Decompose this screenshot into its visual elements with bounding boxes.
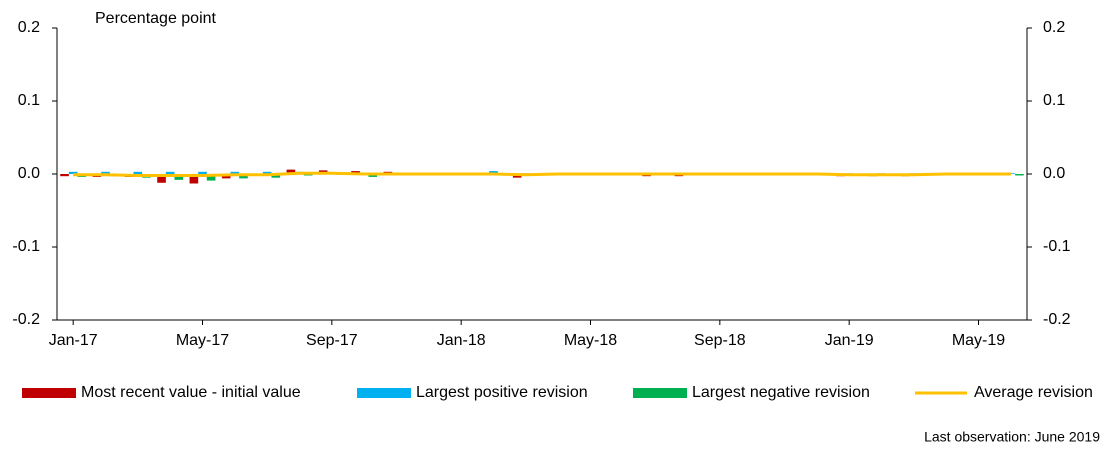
y-tick-label: 0.2	[18, 19, 40, 36]
y-axis-label: Percentage point	[95, 10, 217, 27]
bar	[189, 174, 199, 184]
y-tick-label: -0.1	[12, 238, 40, 255]
bar	[157, 174, 166, 183]
x-tick-label: Jan-17	[49, 332, 98, 349]
bar	[206, 174, 216, 181]
legend-label: Largest negative revision	[692, 384, 870, 401]
legend-label: Average revision	[974, 384, 1093, 401]
legend-swatch	[22, 388, 76, 398]
bar	[165, 171, 175, 174]
y-tick-label: 0.1	[18, 92, 40, 109]
x-tick-label: Jan-18	[437, 332, 486, 349]
legend-label: Most recent value - initial value	[81, 384, 301, 401]
x-tick-label: Sep-18	[694, 332, 746, 349]
x-tick-label: Sep-17	[306, 332, 358, 349]
bar	[262, 171, 272, 174]
x-tick-label: May-18	[564, 332, 617, 349]
note: Last observation: June 2019	[924, 429, 1100, 445]
bar	[133, 171, 143, 174]
bar	[60, 174, 69, 177]
legend-label: Largest positive revision	[416, 384, 588, 401]
y-tick-label: 0.0	[18, 165, 40, 182]
y2-tick-label: 0.0	[1043, 165, 1065, 182]
bar	[230, 171, 240, 174]
y2-tick-label: 0.2	[1043, 19, 1065, 36]
bar	[101, 171, 110, 174]
y2-tick-label: -0.1	[1043, 238, 1071, 255]
x-tick-label: Jan-19	[825, 332, 874, 349]
bar	[198, 171, 207, 174]
line	[73, 171, 1011, 177]
bar	[286, 169, 296, 174]
y-tick-label: -0.2	[12, 311, 40, 328]
bar	[68, 171, 78, 174]
y2-tick-label: 0.1	[1043, 92, 1065, 109]
y2-tick-label: -0.2	[1043, 311, 1071, 328]
x-tick-label: May-17	[176, 332, 229, 349]
legend-swatch	[633, 388, 687, 398]
legend-swatch	[357, 388, 411, 398]
x-tick-label: May-19	[952, 332, 1005, 349]
bar	[1015, 174, 1024, 176]
